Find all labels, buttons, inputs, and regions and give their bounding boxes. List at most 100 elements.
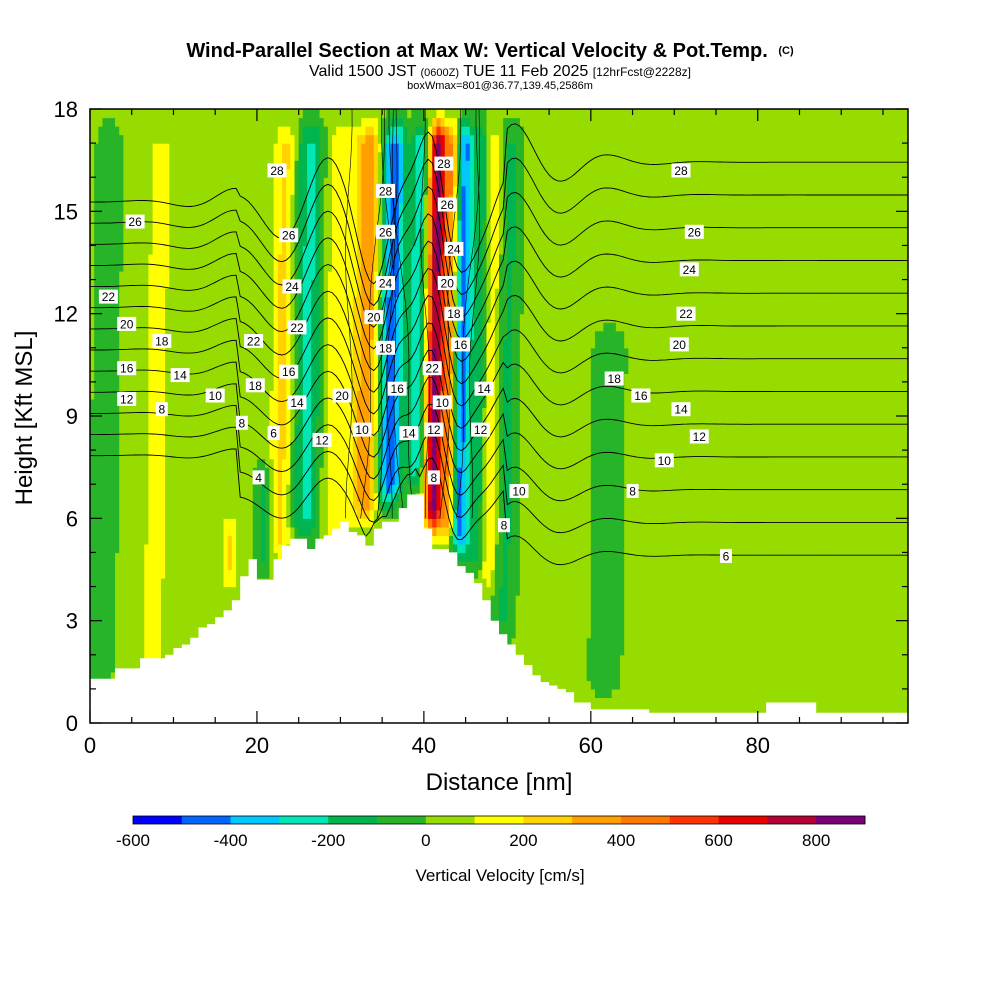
w-cell — [444, 109, 450, 119]
w-cell — [215, 109, 220, 723]
w-cell — [415, 467, 421, 485]
w-cell — [311, 109, 316, 127]
w-cell — [837, 109, 842, 723]
w-cell — [465, 117, 471, 127]
w-cell — [369, 509, 375, 528]
w-cell — [528, 109, 533, 723]
w-cell — [160, 109, 166, 144]
w-cell — [311, 126, 316, 144]
w-cell — [582, 109, 588, 723]
w-cell — [248, 109, 254, 723]
w-cell — [590, 347, 596, 690]
w-cell — [494, 543, 500, 647]
w-cell — [394, 501, 400, 519]
w-cell — [728, 109, 734, 723]
contour-label: 20 — [332, 388, 352, 403]
contour-label: 24 — [679, 262, 699, 277]
theta-contour — [90, 349, 908, 458]
contour-label-box — [282, 279, 302, 294]
valid-time: Valid 1500 JST — [309, 63, 417, 80]
contour-label: 18 — [245, 378, 265, 393]
w-cell — [336, 109, 341, 127]
w-cell — [390, 109, 396, 119]
w-cell — [127, 109, 133, 723]
w-cell — [252, 467, 258, 579]
w-cell — [407, 109, 412, 119]
w-cell — [432, 143, 437, 221]
w-cell — [849, 109, 855, 723]
colorbar-tick-label: 400 — [607, 831, 635, 850]
colorbar-swatch — [669, 816, 719, 824]
w-cell — [119, 109, 124, 136]
w-cell — [223, 518, 229, 588]
w-cell — [432, 535, 437, 545]
contour-label-box — [117, 361, 137, 376]
contour-label-text: 10 — [355, 423, 369, 437]
w-cell — [448, 526, 454, 536]
contour-label-text: 16 — [120, 362, 134, 376]
colorbar-tick-label: 800 — [802, 831, 830, 850]
y-tick-label: 18 — [54, 97, 78, 122]
w-cell — [377, 151, 383, 298]
contour-label-text: 16 — [282, 365, 296, 379]
contour-label: 12 — [471, 422, 491, 437]
w-cell — [486, 586, 492, 605]
contour-label: 6 — [720, 548, 732, 563]
w-cell — [169, 109, 175, 723]
contour-label-text: 24 — [683, 263, 697, 277]
contour-label: 8 — [235, 415, 248, 430]
contour-label: 14 — [170, 368, 190, 383]
w-cell — [423, 194, 429, 289]
w-cell — [878, 109, 884, 723]
w-cell — [557, 109, 563, 723]
w-cell — [152, 109, 158, 144]
w-cell — [615, 688, 621, 723]
w-cell — [448, 126, 454, 136]
w-cell — [448, 109, 454, 119]
contour-label-text: 18 — [155, 335, 169, 349]
w-cell — [382, 416, 387, 485]
w-cell — [156, 109, 162, 144]
w-cell — [594, 330, 600, 699]
colorbar-swatch — [328, 816, 378, 824]
contour-label-text: 10 — [658, 454, 672, 468]
w-cell — [386, 143, 392, 298]
w-cell — [323, 109, 329, 127]
w-cell — [774, 109, 780, 723]
w-cell — [369, 109, 375, 119]
theta-contour — [376, 109, 398, 519]
w-cell — [361, 509, 367, 519]
colorbar-frame — [132, 815, 866, 825]
contour-label-text: 4 — [255, 471, 262, 485]
w-cell — [411, 475, 417, 485]
w-cell — [311, 279, 316, 528]
w-cell — [645, 109, 650, 723]
contour-label: 16 — [451, 337, 471, 352]
w-cell — [369, 339, 375, 511]
contour-label: 10 — [654, 453, 674, 468]
contour-label-text: 12 — [315, 433, 329, 447]
w-cell — [357, 390, 362, 502]
w-cell — [615, 109, 621, 332]
w-cell — [307, 126, 312, 144]
w-cell — [119, 134, 124, 272]
w-cell — [90, 109, 95, 400]
w-cell — [699, 109, 705, 723]
w-cell — [473, 109, 479, 127]
w-cell — [294, 109, 300, 161]
w-cell — [98, 109, 104, 127]
w-cell — [227, 535, 233, 571]
contour-label: 18 — [444, 306, 464, 321]
colorbar-swatch — [279, 816, 329, 824]
contour-label-text: 6 — [723, 549, 730, 563]
contour-label-box — [332, 388, 352, 403]
w-cell — [428, 126, 433, 136]
w-cell — [482, 407, 488, 562]
w-cell — [357, 134, 362, 392]
w-cell — [436, 117, 442, 127]
w-cell — [461, 117, 467, 127]
contour-label-box — [312, 432, 332, 447]
w-cell — [403, 109, 408, 127]
w-cell — [457, 467, 463, 536]
w-cell — [373, 117, 379, 136]
